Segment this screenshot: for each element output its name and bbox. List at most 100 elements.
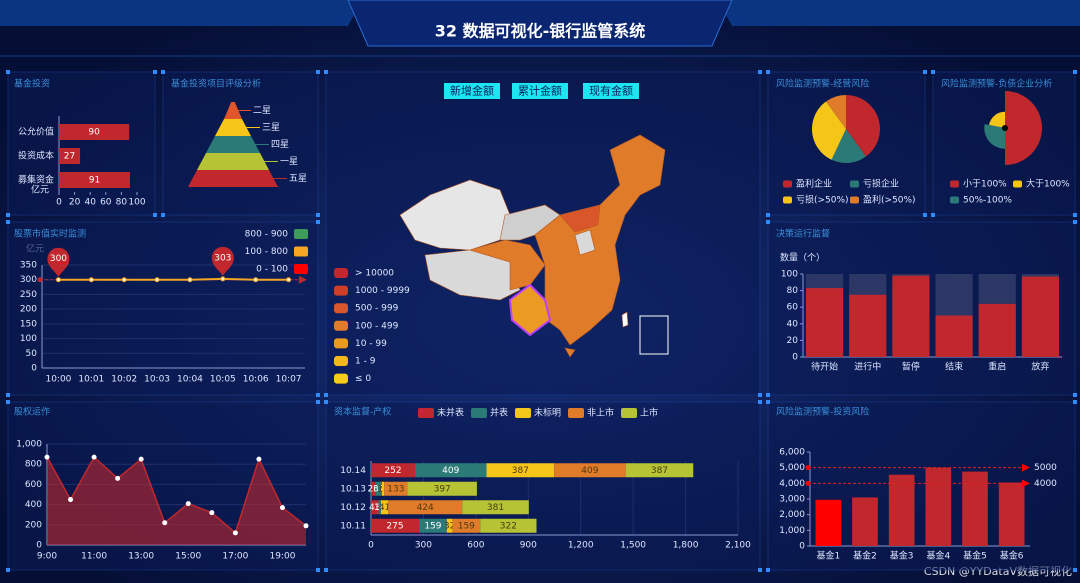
legend-swatch	[950, 196, 959, 204]
legend-swatch	[950, 180, 959, 188]
bar-segment	[625, 463, 694, 478]
x-tick-label: 重启	[988, 361, 1006, 373]
panel-corner	[316, 393, 320, 397]
bar	[935, 315, 973, 357]
map-button[interactable]	[512, 83, 568, 99]
legend-swatch	[621, 408, 637, 418]
panel-corner	[6, 393, 10, 397]
map-south-sea-box	[639, 315, 669, 355]
axis-unit: 亿元	[31, 184, 49, 196]
x-tick-label: 11:00	[81, 552, 107, 562]
segment-label: 43	[369, 503, 380, 513]
legend-label: 未并表	[437, 407, 464, 419]
markline-arrow	[1022, 479, 1030, 488]
bar	[806, 288, 844, 357]
funnel-layer	[215, 119, 251, 136]
legend-swatch	[850, 196, 859, 204]
bar-segment	[378, 500, 381, 515]
bar-segment	[380, 500, 389, 515]
panel-title: 风险监测预警-经营风险	[776, 78, 869, 90]
legend-swatch	[471, 408, 487, 418]
x-tick-label: 9:00	[37, 552, 57, 562]
panel-corner	[324, 568, 328, 572]
legend-label: 亏损企业	[863, 178, 899, 190]
bar-segment	[446, 518, 453, 533]
map-region	[534, 134, 666, 346]
funnel-label: 一星	[280, 156, 298, 167]
legend-label: 未标明	[534, 407, 561, 419]
map-button[interactable]	[444, 83, 500, 99]
header-right-bar	[718, 0, 1080, 26]
legend-swatch	[418, 408, 434, 418]
panel-corner	[1073, 393, 1077, 397]
legend-swatch	[568, 408, 584, 418]
rose-slice	[1005, 91, 1042, 165]
legend-swatch	[294, 246, 308, 257]
header-left-bar	[0, 0, 362, 26]
y-tick-label: 200	[20, 305, 37, 315]
legend-swatch	[783, 196, 792, 204]
panel-corner	[758, 393, 762, 397]
segment-label: 252	[384, 466, 401, 476]
y-tick-label: 5,000	[779, 463, 805, 473]
x-tick-label: 15:00	[175, 552, 201, 562]
bar-segment	[382, 481, 385, 496]
bar-segment	[388, 500, 463, 515]
bar	[998, 482, 1025, 546]
markline-arrow	[1022, 463, 1030, 472]
segment-label: 37	[373, 484, 384, 494]
bar	[815, 499, 842, 546]
panel-corner	[6, 213, 10, 217]
point	[286, 277, 292, 283]
panel-corner	[1073, 400, 1077, 404]
map-legend-label: > 10000	[355, 269, 394, 279]
funnel-label: 二星	[253, 105, 271, 116]
pie-slice	[826, 95, 846, 129]
x-tick-label: 基金5	[963, 550, 987, 562]
bar	[888, 474, 915, 546]
mark-point	[211, 246, 234, 276]
map-legend-swatch	[334, 356, 348, 366]
bar-segment	[486, 463, 555, 478]
point	[44, 454, 50, 460]
pie-slice	[846, 95, 880, 157]
point	[187, 277, 193, 283]
y-tick-label: 10.14	[340, 466, 366, 476]
panel-corner	[324, 70, 328, 74]
panel-corner	[153, 213, 157, 217]
x-tick-label: 进行中	[854, 361, 881, 373]
point	[279, 505, 285, 511]
segment-label: 159	[458, 521, 475, 531]
funnel-layer	[206, 136, 260, 153]
y-tick-label: 募集资金	[18, 174, 54, 186]
bar	[962, 471, 988, 546]
legend-swatch	[850, 180, 859, 188]
x-tick-label: 10:06	[243, 375, 269, 385]
map-legend-swatch	[334, 320, 348, 331]
legend-label: 上市	[640, 407, 658, 419]
x-tick-label: 10:05	[210, 375, 236, 385]
line	[46, 455, 307, 535]
y-tick-label: 50	[26, 349, 38, 359]
panel-corner	[1073, 213, 1077, 217]
segment-label: 381	[487, 503, 504, 513]
bar	[852, 497, 878, 546]
bar-value-label: 27	[64, 152, 75, 162]
point	[115, 475, 121, 481]
x-tick-label: 10:07	[276, 375, 302, 385]
map-region	[564, 347, 576, 358]
map-button[interactable]	[583, 83, 639, 99]
y-tick-label: 10.12	[340, 503, 366, 513]
x-tick-label: 暂停	[902, 361, 920, 373]
x-tick-label: 基金4	[926, 550, 950, 562]
map-region	[468, 239, 546, 291]
point	[68, 497, 74, 503]
y-tick-label: 300	[20, 275, 37, 285]
page-title: 32 数据可视化-银行监管系统	[435, 22, 645, 41]
x-tick-label: 基金1	[816, 550, 840, 562]
x-tick-label: 10:03	[144, 375, 170, 385]
markline-label: 5000	[1034, 463, 1057, 473]
x-tick-label: 1,800	[673, 541, 699, 551]
y-tick-label: 20	[787, 336, 799, 346]
map-legend-swatch	[334, 268, 348, 278]
